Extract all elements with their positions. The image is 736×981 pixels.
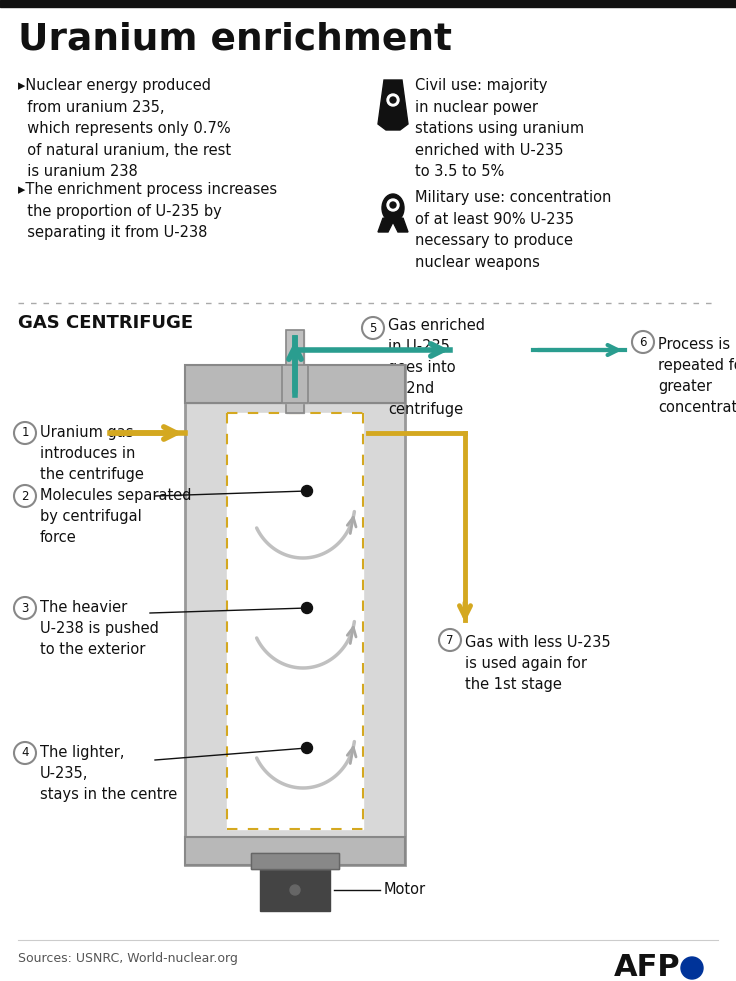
Circle shape [302,486,313,496]
Text: 7: 7 [446,634,454,646]
Text: Uranium enrichment: Uranium enrichment [18,22,452,58]
Bar [185,365,405,403]
Bar [286,330,304,413]
Circle shape [302,743,313,753]
Text: ▸The enrichment process increases
  the proportion of U-235 by
  separating it f: ▸The enrichment process increases the pr… [18,182,277,240]
Bar [251,853,339,869]
Text: Civil use: majority
in nuclear power
stations using uranium
enriched with U-235
: Civil use: majority in nuclear power sta… [415,78,584,180]
Text: 1: 1 [21,427,29,439]
Bar [286,330,304,413]
Text: 6: 6 [640,336,647,348]
Text: 2: 2 [21,490,29,502]
Polygon shape [378,80,408,130]
Bar [0,0,736,7]
Text: Sources: USNRC, World-nuclear.org: Sources: USNRC, World-nuclear.org [18,952,238,965]
Bar [251,853,339,869]
Text: Gas enriched
in U-235
goes into
a  2nd
centrifuge: Gas enriched in U-235 goes into a 2nd ce… [388,318,485,417]
Bar [185,365,405,865]
Bar [282,365,308,403]
Text: 4: 4 [21,747,29,759]
Text: GAS CENTRIFUGE: GAS CENTRIFUGE [18,314,193,332]
Text: The heavier
U-238 is pushed
to the exterior: The heavier U-238 is pushed to the exter… [40,600,159,657]
Text: Process is
repeated for
greater
concentration: Process is repeated for greater concentr… [658,337,736,415]
Polygon shape [393,218,408,232]
Bar [185,365,405,865]
Circle shape [387,199,399,211]
Text: Molecules separated
by centrifugal
force: Molecules separated by centrifugal force [40,488,191,545]
Bar [185,365,405,403]
Text: AFP: AFP [613,954,680,981]
Polygon shape [378,218,393,232]
Text: 5: 5 [369,322,377,335]
Circle shape [302,602,313,613]
Circle shape [681,957,703,979]
Text: ▸Nuclear energy produced
  from uranium 235,
  which represents only 0.7%
  of n: ▸Nuclear energy produced from uranium 23… [18,78,231,180]
Text: Motor: Motor [384,883,426,898]
Text: The lighter,
U-235,
stays in the centre: The lighter, U-235, stays in the centre [40,745,177,802]
Text: Gas with less U-235
is used again for
the 1st stage: Gas with less U-235 is used again for th… [465,635,611,692]
Text: Uranium gas
introduces in
the centrifuge: Uranium gas introduces in the centrifuge [40,425,144,482]
Bar [260,869,330,911]
Bar [185,837,405,865]
Circle shape [390,97,396,103]
Text: Military use: concentration
of at least 90% U-235
necessary to produce
nuclear w: Military use: concentration of at least … [415,190,612,270]
Circle shape [290,885,300,895]
Ellipse shape [382,194,404,222]
Bar [185,837,405,865]
Circle shape [387,94,399,106]
Bar [227,413,363,829]
Circle shape [390,202,396,208]
Text: 3: 3 [21,601,29,614]
Bar [282,365,308,403]
